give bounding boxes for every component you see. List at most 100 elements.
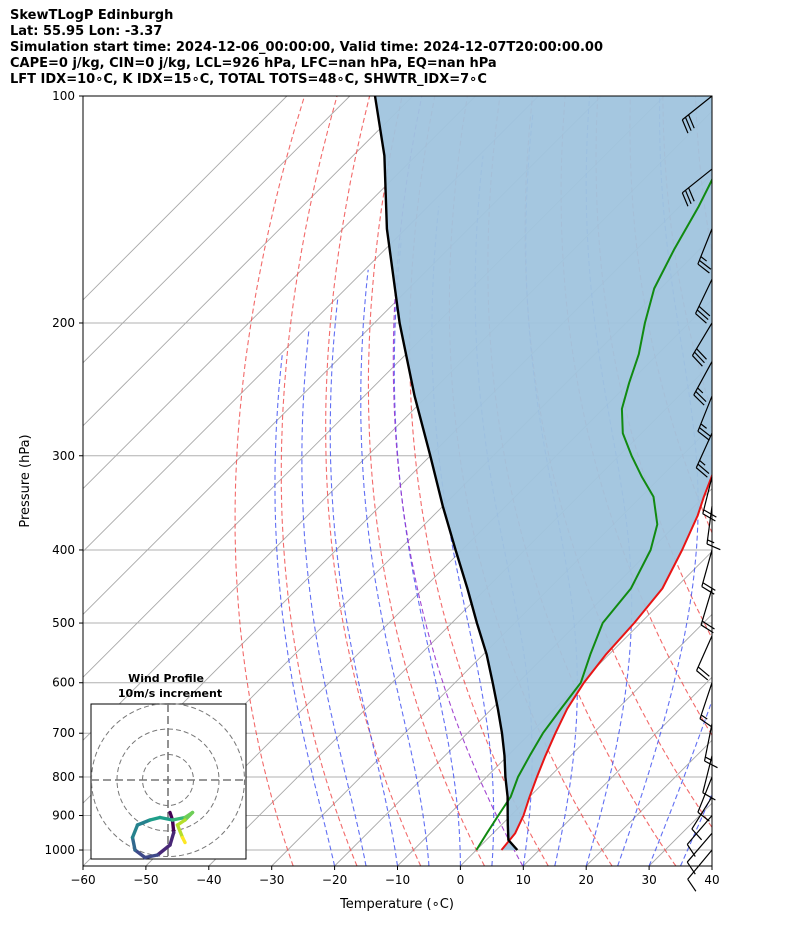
wind-barb — [693, 361, 713, 406]
barb-flag — [693, 394, 705, 406]
temperature-line — [500, 472, 712, 851]
title-line-indices: LFT IDX=10∘C, K IDX=15∘C, TOTAL TOTS=48∘… — [10, 72, 487, 87]
moist-adiabat — [274, 354, 336, 866]
barb-flag — [696, 348, 707, 360]
wind-barbs — [681, 95, 721, 892]
barb-half — [697, 387, 704, 394]
x-tick-label: 40 — [704, 873, 719, 887]
barb-staff — [697, 776, 713, 813]
reference-line — [392, 96, 524, 866]
wind-barb — [697, 228, 713, 274]
barb-staff — [691, 322, 713, 356]
barb-staff — [702, 755, 713, 793]
chart-header: SkewTLogP Edinburgh Lat: 55.95 Lon: -3.3… — [10, 8, 603, 88]
plot-area — [83, 96, 794, 866]
hodograph-segment — [130, 823, 140, 840]
barb-staff — [703, 723, 713, 762]
hodograph-segment — [155, 843, 172, 857]
barb-flag — [687, 878, 697, 892]
dry-adiabat — [367, 96, 485, 866]
barb-staff — [697, 395, 713, 432]
hodograph-segment — [135, 818, 152, 827]
moist-adiabat — [648, 699, 712, 866]
wind-barb — [702, 755, 716, 801]
moist-adiabat — [679, 792, 712, 866]
barb-flag — [688, 187, 695, 202]
wind-barb — [696, 635, 713, 681]
x-tick-label: −30 — [259, 873, 284, 887]
hodograph-title: Wind Profile — [128, 672, 204, 685]
wind-barb — [702, 476, 717, 522]
barb-staff — [697, 228, 713, 265]
barb-flag — [695, 390, 707, 403]
wind-barb — [681, 168, 713, 207]
y-tick-label: 500 — [52, 616, 75, 630]
barb-flag — [703, 509, 717, 518]
x-axis-label: Temperature (∘C) — [339, 897, 454, 912]
barb-half — [700, 714, 708, 720]
x-tick-label: 0 — [457, 873, 465, 887]
isotherm-40 — [711, 865, 712, 866]
y-tick-label: 400 — [52, 543, 75, 557]
barb-half — [699, 460, 706, 466]
barb-flag — [684, 190, 692, 204]
barb-staff — [693, 361, 713, 396]
dry-adiabat — [280, 96, 358, 866]
barb-flag — [704, 760, 718, 769]
title-line-cape: CAPE=0 j/kg, CIN=0 j/kg, LCL=926 hPa, LF… — [10, 56, 497, 71]
barb-staff — [701, 549, 713, 587]
y-tick-label: 900 — [52, 809, 75, 823]
barb-flag — [698, 305, 711, 317]
y-tick-label: 1000 — [44, 843, 75, 857]
isotherm-0 — [460, 613, 712, 866]
barb-flag — [696, 670, 709, 681]
barb-staff — [702, 476, 713, 514]
barb-flag — [699, 259, 712, 270]
x-tick-label: −60 — [70, 873, 95, 887]
plot-clip-group — [83, 96, 794, 866]
wind-barb — [681, 95, 713, 134]
barb-half — [707, 539, 715, 544]
barb-half — [700, 423, 707, 429]
barb-staff — [706, 506, 713, 544]
hodograph-segment — [168, 830, 176, 847]
barb-flag — [681, 192, 689, 207]
hodograph-segment — [170, 818, 176, 835]
x-tick-label: 10 — [516, 873, 531, 887]
barb-flag — [697, 811, 710, 822]
wind-barb — [706, 506, 721, 551]
barb-flag — [700, 624, 714, 634]
moist-adiabat — [301, 331, 367, 866]
moist-adiabat — [329, 297, 399, 866]
moist-adiabat — [711, 864, 712, 866]
barb-staff — [681, 168, 713, 194]
barb-flag — [695, 467, 708, 478]
title-line-times: Simulation start time: 2024-12-06_00:00:… — [10, 40, 603, 55]
barb-flag — [694, 351, 705, 364]
barb-staff — [686, 815, 713, 845]
y-tick-label: 300 — [52, 449, 75, 463]
hodograph-segment — [158, 815, 175, 822]
isotherm--150 — [83, 96, 288, 301]
barb-staff — [691, 796, 713, 830]
barb-flag — [681, 119, 689, 134]
dry-adiabat — [234, 96, 306, 866]
barb-flag — [697, 430, 710, 441]
barb-flag — [699, 427, 712, 438]
hodograph-segment — [148, 815, 162, 822]
wind-barb — [695, 432, 713, 478]
wind-barb — [691, 796, 713, 841]
barb-flag — [697, 263, 710, 274]
barb-staff — [681, 95, 713, 121]
dry-adiabat — [761, 96, 794, 866]
barb-flag — [695, 313, 707, 324]
cape-cin-shading — [375, 96, 712, 850]
barb-half — [700, 256, 707, 262]
wind-barb — [691, 322, 713, 367]
barb-flag — [692, 355, 703, 367]
barb-flag — [697, 666, 710, 677]
barb-staff — [700, 588, 713, 626]
wind-barb — [687, 849, 713, 892]
x-tick-label: −50 — [133, 873, 158, 887]
